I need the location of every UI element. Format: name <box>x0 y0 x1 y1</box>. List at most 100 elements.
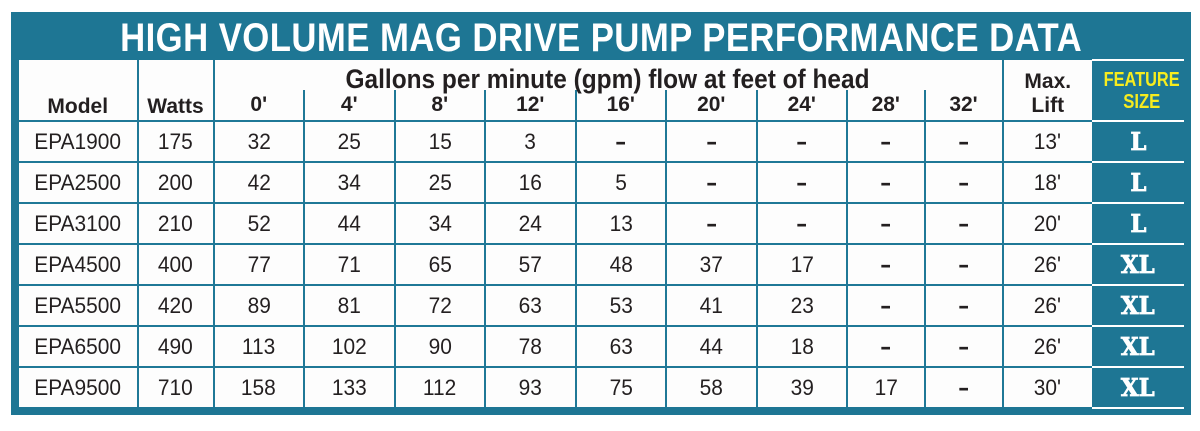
flow-cell-value: - <box>957 210 970 236</box>
column-header-20ft: 20' <box>665 90 756 120</box>
flow-cell: - <box>846 120 924 161</box>
flow-cell: 63 <box>574 325 665 366</box>
model-cell-value: EPA4500 <box>34 251 122 277</box>
flow-cell-value: - <box>796 169 808 195</box>
flow-cell: 81 <box>303 284 394 325</box>
flow-cell-value: 15 <box>428 128 452 154</box>
max-lift-cell: 26' <box>1001 284 1092 325</box>
model-cell: EPA9500 <box>19 366 137 407</box>
model-cell-value: EPA2500 <box>34 169 122 195</box>
feature-size-column: FEATURE SIZE L L L XL XL XL XL <box>1092 58 1191 410</box>
max-lift-cell-value: 30' <box>1034 374 1062 400</box>
flow-cell: 53 <box>574 284 665 325</box>
flow-cell-value: 63 <box>609 333 633 359</box>
watts-cell: 200 <box>136 161 213 202</box>
flow-cell: 44 <box>665 325 756 366</box>
flow-cell: 41 <box>665 284 756 325</box>
feature-divider <box>1092 283 1184 286</box>
flow-cell-value: - <box>957 251 970 277</box>
flow-cell: 57 <box>484 243 575 284</box>
flow-cell: - <box>923 243 1002 284</box>
watts-cell-value: 710 <box>158 374 193 400</box>
column-header-0ft: 0' <box>212 90 304 120</box>
flow-cell-value: 5 <box>614 169 627 195</box>
max-lift-cell: 30' <box>1001 366 1092 407</box>
flow-cell: 112 <box>393 366 484 407</box>
flow-cell-value: 42 <box>247 169 271 195</box>
watts-cell-value: 490 <box>158 333 193 359</box>
flow-cell: 18 <box>755 325 846 366</box>
max-lift-cell-value: 20' <box>1034 210 1062 236</box>
flow-cell: 37 <box>665 243 756 284</box>
max-lift-line2: Lift <box>1031 93 1065 117</box>
model-cell: EPA2500 <box>19 161 137 202</box>
flow-cell: - <box>755 120 846 161</box>
flow-cell-value: 65 <box>428 251 452 277</box>
flow-cell: 39 <box>755 366 846 407</box>
feature-divider <box>1092 324 1184 327</box>
flow-cell-value: 72 <box>428 292 452 318</box>
flow-cell: 63 <box>484 284 575 325</box>
flow-cell-value: 53 <box>609 292 633 318</box>
flow-cell-value: - <box>796 128 808 154</box>
feature-size-cell: XL <box>1092 368 1184 407</box>
flow-cell-value: 34 <box>337 169 361 195</box>
flow-cell-value: - <box>957 292 970 318</box>
watts-cell-value: 200 <box>158 169 193 195</box>
model-cell: EPA3100 <box>19 202 137 243</box>
model-cell: EPA5500 <box>19 284 137 325</box>
flow-cell: 23 <box>755 284 846 325</box>
flow-cell: - <box>846 243 924 284</box>
column-header-max-lift: Max. Lift <box>1001 60 1093 120</box>
flow-cell: 24 <box>484 202 575 243</box>
feature-divider <box>1092 406 1184 409</box>
max-lift-cell: 20' <box>1001 202 1092 243</box>
flow-cell: 75 <box>574 366 665 407</box>
title-band: HIGH VOLUME MAG DRIVE PUMP PERFORMANCE D… <box>11 12 1191 60</box>
flow-cell: - <box>665 161 756 202</box>
model-cell-value: EPA9500 <box>34 374 122 400</box>
watts-cell-value: 400 <box>158 251 193 277</box>
flow-cell: 17 <box>755 243 846 284</box>
feature-size-cell: L <box>1092 122 1184 161</box>
column-group-header-gpm: Gallons per minute (gpm) flow at feet of… <box>212 60 1002 94</box>
flow-cell-value: 25 <box>428 169 452 195</box>
flow-cell-value: 25 <box>337 128 361 154</box>
gpm-header-text: Gallons per minute (gpm) flow at feet of… <box>346 63 870 94</box>
max-lift-cell-value: 26' <box>1034 333 1062 359</box>
flow-cell-value: 37 <box>699 251 723 277</box>
feature-divider <box>1092 160 1184 163</box>
flow-cell: 25 <box>393 161 484 202</box>
flow-cell: - <box>923 202 1002 243</box>
column-header-24ft: 24' <box>755 90 847 120</box>
watts-cell: 175 <box>136 120 213 161</box>
flow-cell: 32 <box>212 120 303 161</box>
flow-cell: 158 <box>212 366 303 407</box>
column-header-model: Model <box>47 95 109 118</box>
flow-cell-value: - <box>880 128 892 154</box>
flow-cell-value: - <box>880 251 892 277</box>
flow-cell-value: 78 <box>518 333 542 359</box>
model-cell: EPA4500 <box>19 243 137 284</box>
flow-cell: 44 <box>303 202 394 243</box>
feature-size-cell: XL <box>1092 327 1184 366</box>
flow-cell-value: 71 <box>337 251 361 277</box>
max-lift-cell-value: 26' <box>1034 292 1062 318</box>
flow-cell-value: 52 <box>247 210 271 236</box>
feature-divider <box>1092 58 1184 61</box>
feature-size-value: XL <box>1121 249 1155 279</box>
model-cell: EPA6500 <box>19 325 137 366</box>
flow-cell: - <box>923 284 1002 325</box>
flow-cell: - <box>923 366 1002 407</box>
column-header-8ft: 8' <box>393 90 485 120</box>
flow-cell: - <box>846 284 924 325</box>
flow-cell-value: 3 <box>524 128 537 154</box>
flow-cell-value: 57 <box>518 251 542 277</box>
watts-cell-value: 175 <box>158 128 193 154</box>
max-lift-cell-value: 26' <box>1034 251 1062 277</box>
flow-cell: 133 <box>303 366 394 407</box>
column-header-28ft: 28' <box>846 90 924 120</box>
flow-cell-value: 90 <box>428 333 452 359</box>
flow-cell-value: 16 <box>518 169 542 195</box>
max-lift-cell: 18' <box>1001 161 1092 202</box>
